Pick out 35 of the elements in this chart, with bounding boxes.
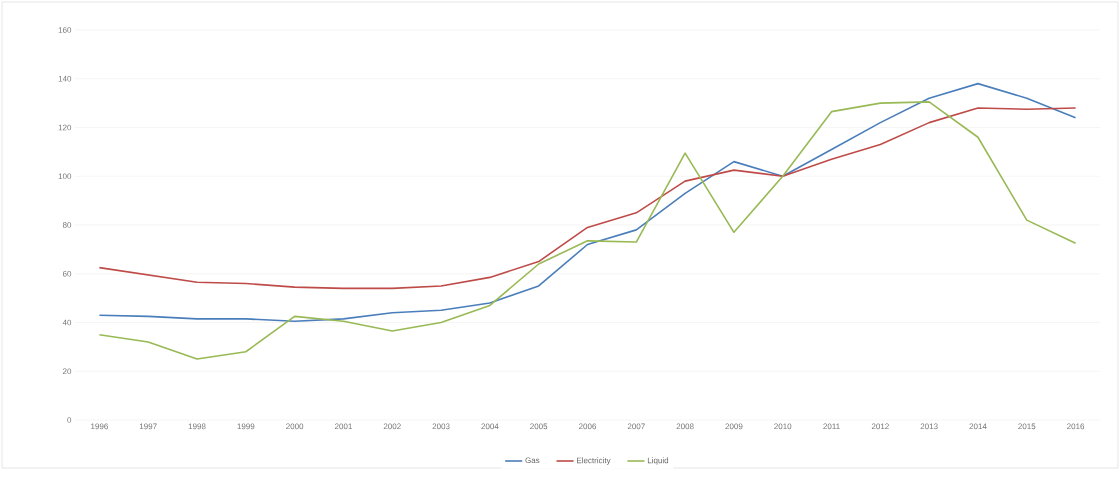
legend-label: Electricity — [577, 457, 611, 465]
x-tick-label: 2016 — [1067, 423, 1085, 430]
y-tick-label: 140 — [58, 75, 72, 82]
x-tick-label: 2007 — [627, 423, 645, 430]
x-tick-label: 2001 — [334, 423, 352, 430]
y-tick-label: 100 — [58, 173, 72, 180]
x-tick-label: 2004 — [481, 423, 499, 430]
x-tick-label: 2009 — [725, 423, 743, 430]
y-tick-label: 60 — [62, 270, 72, 277]
x-tick-label: 1998 — [188, 423, 206, 430]
x-tick-label: 2002 — [383, 423, 401, 430]
x-tick-label: 2005 — [530, 423, 548, 430]
y-tick-label: 80 — [62, 222, 72, 228]
x-tick-label: 2013 — [920, 423, 938, 430]
y-tick-label: 40 — [62, 319, 72, 326]
y-tick-label: 20 — [62, 368, 72, 375]
x-tick-label: 2000 — [286, 423, 304, 430]
x-tick-label: 2011 — [823, 423, 840, 430]
x-tick-label: 2015 — [1018, 423, 1036, 430]
y-tick-label: 160 — [58, 27, 72, 33]
x-tick-label: 2008 — [676, 423, 694, 430]
x-tick-label: 2006 — [579, 423, 597, 430]
x-tick-label: 2014 — [969, 423, 987, 430]
line-series — [98, 101, 1077, 360]
x-tick-label: 1996 — [91, 423, 108, 430]
y-tick-label: 0 — [67, 417, 72, 423]
x-tick-label: 2003 — [432, 423, 450, 430]
legend-label: Gas — [525, 457, 540, 464]
y-tick-label: 120 — [58, 124, 72, 131]
x-tick-label: 1997 — [139, 423, 157, 430]
x-tick-label: 1999 — [237, 423, 255, 430]
x-tick-label: 2012 — [871, 423, 889, 430]
line-series — [98, 82, 1077, 323]
x-tick-label: 2010 — [774, 423, 792, 430]
legend-label: Liquid — [647, 457, 669, 465]
